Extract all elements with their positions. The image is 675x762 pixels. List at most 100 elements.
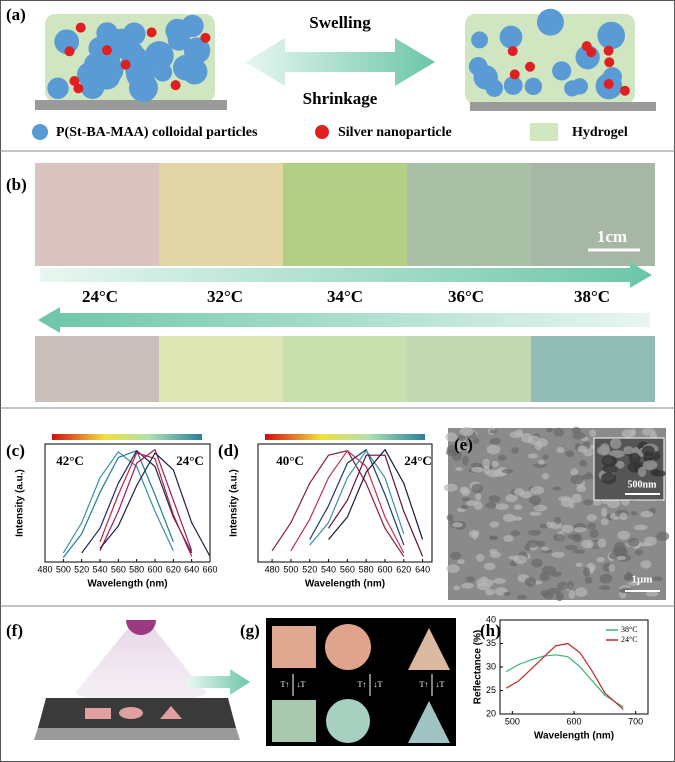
sem-grain bbox=[528, 495, 542, 505]
silver-nanoparticle bbox=[146, 27, 157, 38]
sem-grain bbox=[571, 493, 582, 503]
sem-grain bbox=[633, 524, 648, 531]
colloidal-particle bbox=[597, 21, 626, 50]
series-line bbox=[271, 450, 405, 557]
particles-right bbox=[468, 8, 630, 100]
colloidal-particle bbox=[122, 22, 146, 46]
sem-grain bbox=[571, 427, 581, 434]
sem-grain bbox=[459, 486, 470, 494]
sem-grain bbox=[598, 585, 611, 591]
shape-cool bbox=[272, 700, 316, 742]
sem-grain bbox=[596, 556, 605, 563]
sem-grain bbox=[570, 468, 579, 477]
silver-nanoparticle bbox=[581, 41, 592, 52]
sem-grain bbox=[527, 453, 538, 459]
y-tick-label: 20 bbox=[486, 708, 496, 718]
cooling-arrow bbox=[38, 307, 650, 333]
sem-grain bbox=[573, 526, 587, 533]
sem-grain bbox=[455, 466, 463, 472]
sem-grain bbox=[491, 460, 499, 468]
sem-grain bbox=[462, 455, 469, 466]
colloidal-particle bbox=[552, 61, 572, 81]
photo-row-heating bbox=[35, 163, 655, 266]
x-tick-label: 600 bbox=[377, 564, 392, 574]
sem-grain bbox=[581, 539, 594, 549]
temperature-label: 24°C bbox=[82, 287, 118, 306]
y-tick-label: 30 bbox=[486, 661, 496, 671]
sem-grain bbox=[575, 587, 588, 598]
colloidal-particle bbox=[571, 78, 589, 95]
sem-grain bbox=[553, 427, 564, 437]
legend-label: 24°C bbox=[621, 635, 638, 644]
x-tick-label: 640 bbox=[415, 564, 430, 574]
x-tick-label: 500 bbox=[56, 564, 71, 574]
colloidal-particle bbox=[524, 77, 543, 96]
x-tick-label: 580 bbox=[129, 564, 144, 574]
colloidal-particle bbox=[80, 75, 105, 100]
silver-nanoparticle bbox=[170, 80, 181, 91]
photo bbox=[35, 336, 159, 402]
sem-texture bbox=[443, 427, 670, 602]
sem-grain bbox=[516, 594, 528, 600]
sample-square bbox=[85, 708, 111, 719]
sem-grain bbox=[583, 499, 594, 506]
sem-grain bbox=[584, 576, 593, 584]
sem-grain bbox=[629, 452, 641, 465]
sem-grain bbox=[445, 432, 458, 442]
sem-grain bbox=[486, 444, 501, 455]
series-line bbox=[99, 452, 211, 557]
transition-label: T↑ bbox=[358, 680, 367, 689]
sem-grain bbox=[482, 458, 491, 469]
sem-grain bbox=[650, 468, 660, 477]
scale-label: 500nm bbox=[628, 479, 658, 490]
sem-grain bbox=[572, 549, 586, 554]
sem-grain bbox=[503, 535, 514, 543]
sem-grain bbox=[608, 563, 616, 573]
x-tick-label: 480 bbox=[37, 564, 52, 574]
sem-grain bbox=[615, 460, 625, 469]
silver-nanoparticle bbox=[200, 32, 211, 43]
silver-nanoparticle bbox=[120, 59, 131, 70]
sem-grain bbox=[617, 530, 631, 540]
photo bbox=[407, 163, 531, 266]
heating-arrow bbox=[40, 262, 652, 288]
silver-nanoparticle bbox=[509, 69, 520, 80]
sem-grain bbox=[465, 576, 476, 583]
sem-grain bbox=[546, 521, 553, 529]
temperature-label: 32°C bbox=[207, 287, 243, 306]
sem-grain bbox=[541, 546, 550, 551]
sem-grain bbox=[564, 544, 578, 551]
colloidal-particle bbox=[144, 41, 174, 71]
y-axis-label: Intensity (a.u.) bbox=[15, 469, 26, 537]
sem-grain bbox=[485, 502, 497, 509]
sem-grain bbox=[459, 427, 474, 437]
sem-grain bbox=[551, 551, 565, 558]
legend-label: 38°C bbox=[621, 625, 638, 634]
series-line bbox=[309, 449, 405, 546]
sem-grain bbox=[589, 429, 597, 437]
x-tick-label: 560 bbox=[340, 564, 355, 574]
series-line bbox=[99, 449, 193, 552]
sem-grain bbox=[468, 529, 480, 538]
process-arrow bbox=[188, 669, 250, 695]
x-tick-label: 620 bbox=[166, 564, 181, 574]
sem-grain bbox=[574, 533, 581, 541]
sem-grain bbox=[601, 507, 608, 518]
double-arrow bbox=[245, 38, 435, 86]
sem-grain bbox=[475, 492, 482, 501]
substrate bbox=[35, 100, 227, 110]
series-line bbox=[328, 449, 424, 540]
sem-grain bbox=[453, 585, 461, 591]
photo bbox=[283, 336, 407, 402]
legend-swatch bbox=[315, 125, 329, 139]
sem-grain bbox=[511, 447, 519, 454]
sem-grain bbox=[450, 551, 462, 561]
series-line bbox=[81, 450, 193, 554]
sem-grain bbox=[627, 581, 641, 586]
sem-grain bbox=[489, 535, 499, 541]
sem-grain bbox=[570, 474, 584, 485]
sem-grain bbox=[575, 562, 583, 568]
sem-grain bbox=[601, 455, 618, 467]
sem-grain bbox=[586, 514, 598, 522]
